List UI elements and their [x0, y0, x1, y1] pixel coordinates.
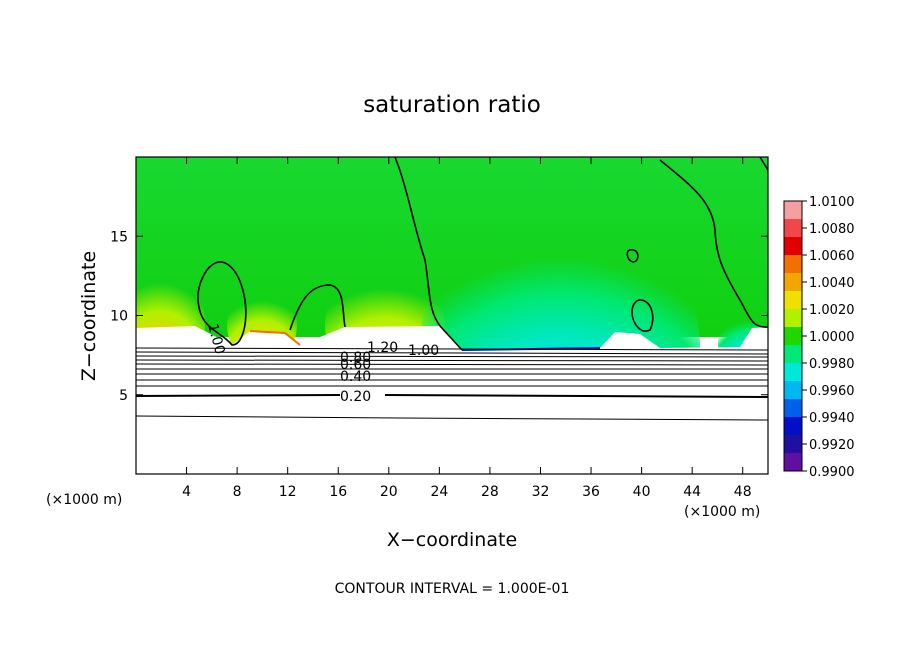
contour-line [659, 159, 768, 328]
contour-line [136, 351, 768, 355]
contour-label: 1.00 [204, 322, 228, 356]
contour-line [136, 347, 768, 351]
colorbar-tick-label: 0.9960 [809, 384, 855, 399]
contour-line [136, 359, 768, 362]
warm-rim [249, 330, 301, 346]
colorbar-swatch [784, 273, 802, 292]
colorbar-tick-label: 0.9980 [809, 357, 855, 372]
colorbar-tick-label: 1.0020 [809, 303, 855, 318]
colorbar-swatch [784, 435, 802, 454]
contour-line [136, 415, 768, 421]
contour-label: 1.20 [367, 340, 398, 356]
x-axis: 4 8 12 16 20 24 28 32 36 40 44 48 [182, 157, 752, 500]
contour-line [631, 299, 654, 332]
colorbar-swatch [784, 201, 802, 220]
colorbar-swatch [784, 327, 802, 346]
colorbar: 1.0100 1.0080 1.0060 1.0040 1.0020 1.0000 0.99… [783, 195, 855, 480]
x-tick-label: 8 [233, 484, 242, 500]
x-tick-label: 32 [532, 484, 550, 500]
colorbar-tick-label: 1.0000 [809, 330, 855, 345]
x-tick-label: 12 [279, 484, 297, 500]
y-axis-label: Z−coordinate [78, 251, 100, 381]
colorbar-swatch [784, 255, 802, 274]
colorbar-swatch [784, 453, 802, 472]
x-tick-label: 16 [329, 484, 347, 500]
colorbar-swatch [784, 291, 802, 310]
x-tick-label: 4 [182, 484, 191, 500]
x-unit-right: (×1000 m) [684, 504, 760, 520]
contour-line [394, 157, 463, 351]
plot-field: 1.00 1.20 1.00 0.80 0.60 0.40 0.20 [136, 157, 768, 474]
colorbar-swatch [784, 381, 802, 400]
x-unit-left: (×1000 m) [46, 492, 122, 508]
lower-white-region [136, 326, 768, 474]
contour-label: 0.60 [340, 357, 371, 373]
colorbar-tick-label: 0.9900 [809, 465, 855, 480]
contour-line [136, 355, 768, 358]
x-tick-label: 20 [380, 484, 398, 500]
contour-label: 0.40 [340, 369, 371, 385]
y-tick-label: 15 [110, 229, 128, 245]
colorbar-tick-label: 1.0100 [809, 195, 855, 210]
contour-line [626, 249, 639, 263]
colorbar-tick-label: 1.0040 [809, 276, 855, 291]
colorbar-swatch [784, 417, 802, 436]
contour-interval-note: CONTOUR INTERVAL = 1.000E-01 [335, 581, 570, 597]
colorbar-swatch [784, 219, 802, 238]
contour-label: 1.00 [408, 343, 439, 359]
colorbar-tick-label: 1.0060 [809, 249, 855, 264]
colorbar-swatch [784, 399, 802, 418]
contour-line [136, 394, 768, 398]
y-axis: 5 10 15 [110, 229, 768, 404]
contour-line [136, 363, 768, 366]
x-tick-label: 28 [481, 484, 499, 500]
x-axis-label: X−coordinate [387, 529, 517, 551]
x-tick-label: 40 [633, 484, 651, 500]
x-tick-label: 36 [582, 484, 600, 500]
colorbar-swatch [784, 363, 802, 382]
contour-label: 0.80 [340, 350, 371, 366]
contour-label: 0.20 [340, 389, 371, 405]
contour-line [289, 284, 346, 331]
y-tick-label: 5 [119, 388, 128, 404]
contour-line [759, 157, 768, 171]
chart-title: saturation ratio [363, 92, 541, 118]
colorbar-tick-label: 1.0080 [809, 222, 855, 237]
x-tick-label: 44 [683, 484, 701, 500]
colorbar-tick-label: 0.9940 [809, 411, 855, 426]
contour-lines [136, 157, 768, 421]
contour-line [197, 261, 247, 346]
x-tick-label: 24 [430, 484, 448, 500]
colorbar-swatch [784, 309, 802, 328]
colorbar-swatch [784, 345, 802, 364]
colorbar-swatch [784, 237, 802, 256]
y-tick-label: 10 [110, 309, 128, 325]
x-tick-label: 48 [734, 484, 752, 500]
colorbar-tick-label: 0.9920 [809, 438, 855, 453]
